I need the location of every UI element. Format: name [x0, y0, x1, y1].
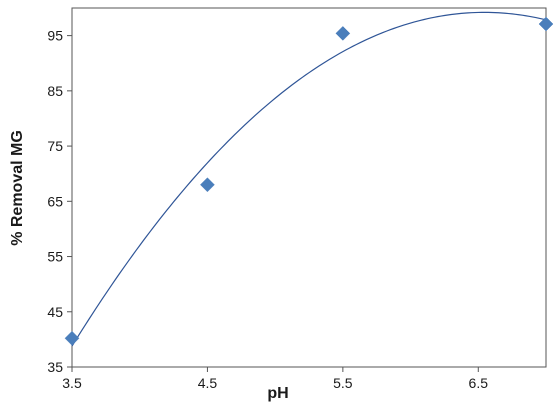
y-tick-label: 85: [47, 83, 63, 99]
y-axis-title: % Removal MG: [9, 130, 26, 246]
y-tick-label: 35: [47, 359, 63, 375]
y-tick-label: 45: [47, 304, 63, 320]
data-point: [200, 177, 215, 193]
x-axis-ticks: 3.5 4.5 5.5 6.5: [62, 367, 488, 391]
y-tick-label: 95: [47, 28, 63, 44]
x-axis-title: pH: [267, 385, 288, 402]
x-tick-label: 6.5: [469, 375, 489, 391]
y-tick-label: 55: [47, 249, 63, 265]
y-tick-label: 75: [47, 138, 63, 154]
data-point: [64, 330, 80, 346]
y-tick-label: 65: [47, 193, 63, 209]
x-tick-label: 5.5: [333, 375, 353, 391]
data-points: [64, 16, 554, 346]
data-point: [538, 16, 554, 32]
trendline: [71, 11, 547, 347]
data-point: [335, 26, 351, 41]
y-axis-ticks: 35 45 55 65 75 85 95: [47, 28, 72, 375]
x-tick-label: 4.5: [198, 375, 218, 391]
plot-area-frame: [71, 7, 547, 368]
x-tick-label: 3.5: [62, 375, 82, 391]
